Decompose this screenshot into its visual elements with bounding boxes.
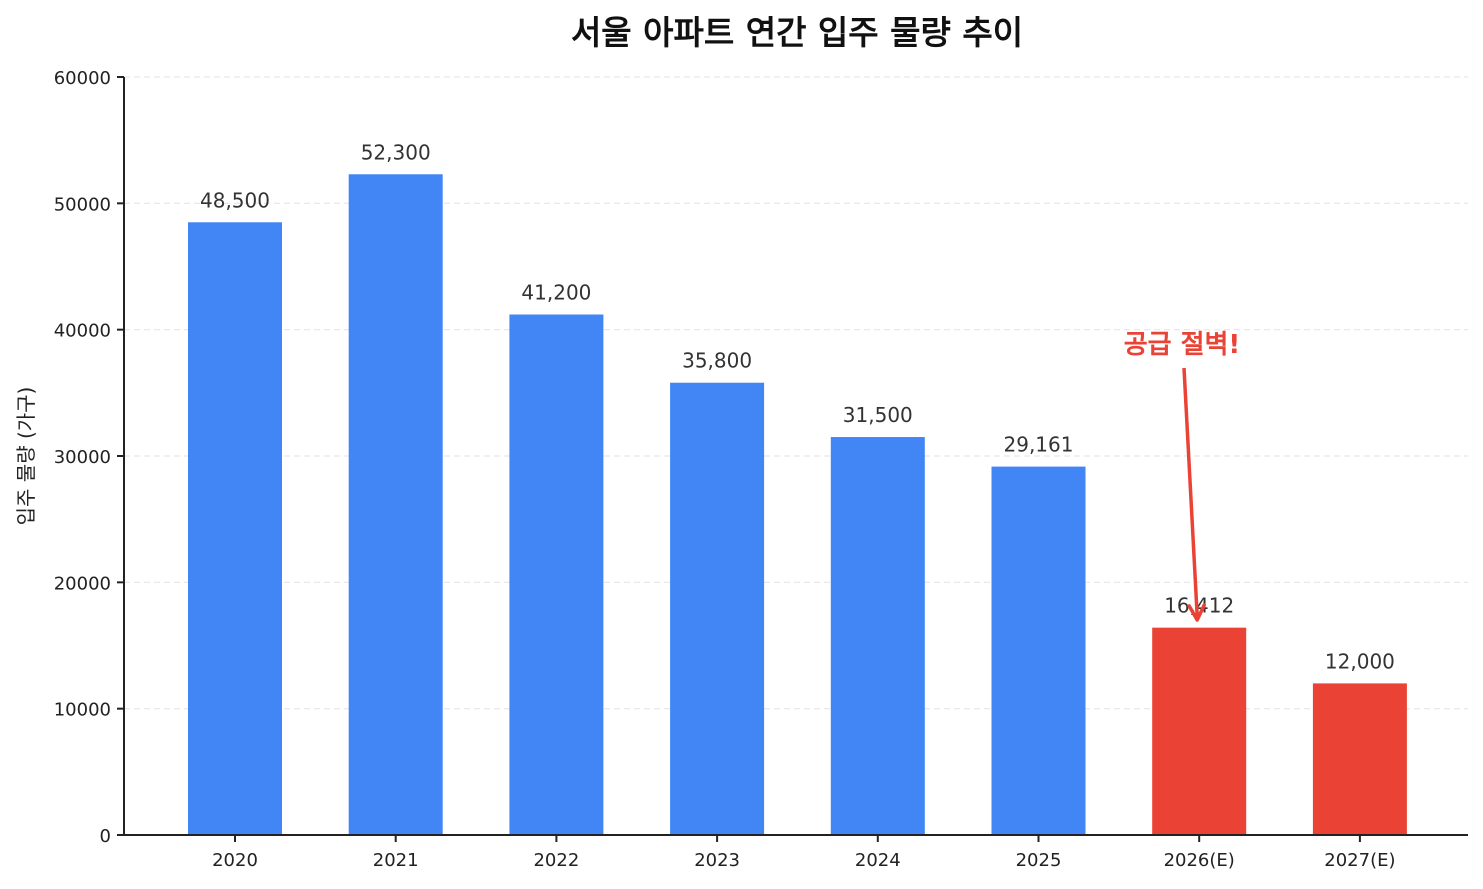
y-tick-label: 30000	[54, 447, 111, 468]
x-tick-label: 2024	[855, 850, 901, 871]
x-tick-label: 2021	[373, 850, 419, 871]
arrowhead-icon	[1187, 603, 1206, 622]
bar-2024	[830, 437, 925, 835]
bars: 48,50052,30041,20035,80031,50029,16116,4…	[188, 140, 1407, 836]
annotation-text: 공급 절벽!	[1124, 330, 1241, 360]
x-tick-label: 2020	[212, 850, 258, 871]
bar-value-label: 12,000	[1325, 649, 1395, 673]
x-tick-label: 2026(E)	[1164, 850, 1235, 871]
bar-2023	[670, 382, 765, 835]
y-tick-label: 0	[100, 826, 111, 847]
x-tick-label: 2022	[533, 850, 579, 871]
bar-value-label: 35,800	[682, 349, 752, 373]
bar-2020	[188, 222, 282, 836]
axes: 0 10000 20000 30000 40000 50000 60000 2020 2021 2…	[54, 68, 1468, 871]
bar-2027(E)	[1312, 683, 1407, 835]
y-tick-label: 20000	[54, 573, 111, 594]
x-tick-label: 2027(E)	[1324, 850, 1395, 871]
bar-value-label: 52,300	[361, 140, 431, 164]
bar-2022	[509, 314, 604, 835]
arrow-icon	[1182, 367, 1199, 617]
bar-value-label: 29,161	[1004, 433, 1074, 457]
y-tick-label: 50000	[54, 194, 111, 215]
bar-2026(E)	[1152, 627, 1247, 835]
bar-value-label: 31,500	[843, 403, 913, 427]
chart-title: 서울 아파트 연간 입주 물량 추이	[571, 13, 1023, 52]
bar-value-label: 41,200	[521, 281, 591, 305]
y-tick-label: 10000	[54, 700, 111, 721]
y-tick-label: 60000	[54, 68, 111, 89]
x-tick-label: 2025	[1016, 850, 1062, 871]
bar-2021	[348, 174, 443, 835]
y-axis-label: 입주 물량 (가구)	[14, 387, 38, 526]
x-tick-label: 2023	[694, 850, 740, 871]
annotation: 공급 절벽!	[1124, 330, 1241, 622]
bar-2025	[991, 466, 1086, 835]
gridlines	[124, 76, 1468, 710]
y-tick-label: 40000	[54, 321, 111, 342]
bar-value-label: 48,500	[200, 188, 270, 212]
